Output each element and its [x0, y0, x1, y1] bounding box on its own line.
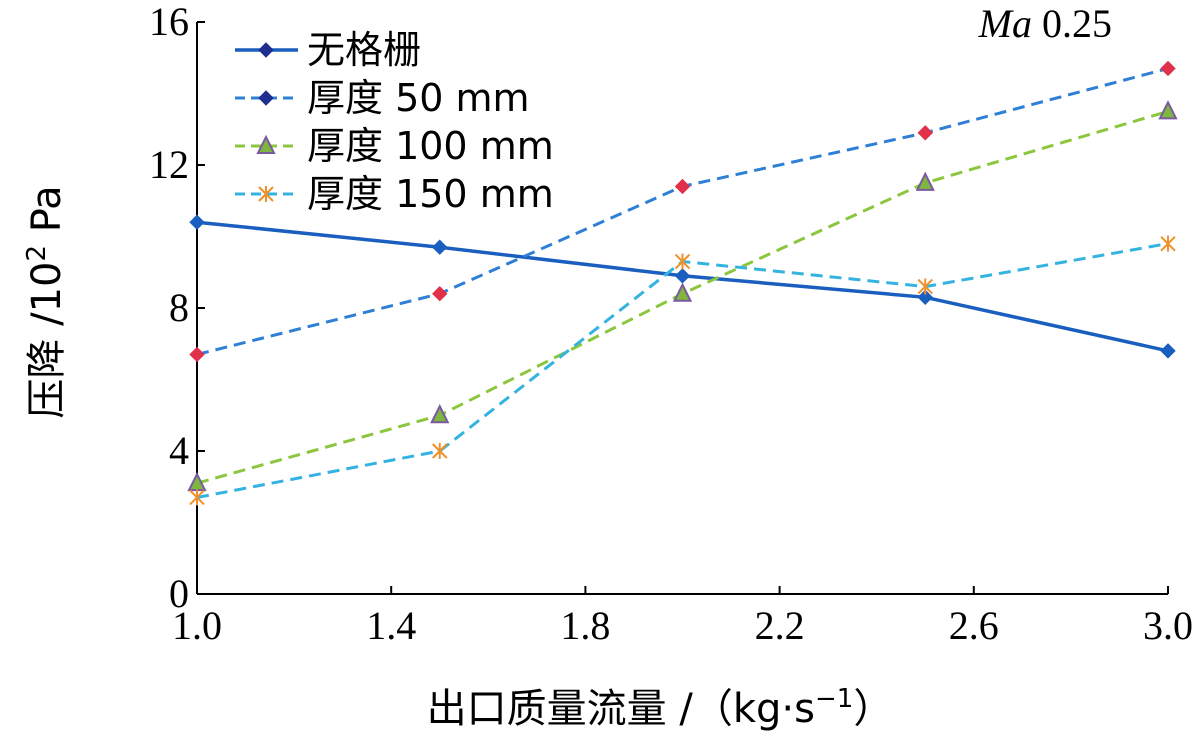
- x-tick-label: 3.0: [1143, 603, 1193, 648]
- data-point: [1160, 235, 1176, 252]
- data-point: [189, 346, 205, 363]
- data-point: [672, 282, 693, 302]
- legend-label: 厚度 150 mm: [307, 172, 554, 216]
- legend-label: 无格栅: [307, 28, 421, 72]
- legend-item: 无格栅: [235, 28, 421, 72]
- data-point: [915, 171, 935, 191]
- data-point: [432, 285, 448, 302]
- legend-item: 厚度 150 mm: [235, 172, 554, 216]
- y-tick-label: 4: [169, 428, 189, 473]
- data-point: [432, 239, 448, 255]
- x-tick-label: 1.8: [560, 603, 610, 648]
- data-point: [432, 443, 448, 459]
- legend-marker: [258, 186, 274, 202]
- data-point: [1160, 60, 1176, 77]
- x-tick-label: 1.0: [172, 603, 222, 648]
- data-point: [1160, 343, 1176, 359]
- data-point: [189, 489, 205, 506]
- y-tick-label: 8: [169, 285, 189, 330]
- data-point: [917, 278, 933, 295]
- legend-marker: [258, 90, 274, 106]
- legend-marker: [258, 42, 274, 58]
- axes: 1.0 1.4 1.8 2.2 2.6 3.0 0 4 8 12 16: [149, 0, 1193, 648]
- y-axis-title: 压降 /102 Pa: [22, 185, 70, 418]
- legend-label: 厚度 50 mm: [307, 76, 530, 120]
- data-point: [189, 214, 205, 230]
- series-3: [187, 100, 1178, 492]
- x-axis-title: 出口质量流量 /（kg·s−1）: [427, 684, 894, 732]
- series-4: [189, 235, 1176, 506]
- y-tick-label: 12: [149, 142, 189, 187]
- series-2: [189, 60, 1176, 363]
- y-tick-label: 0: [169, 571, 189, 616]
- legend-item: 厚度 100 mm: [235, 124, 554, 168]
- data-point: [917, 125, 933, 141]
- annotation: Ma 0.25: [978, 1, 1112, 46]
- data-point: [917, 289, 933, 305]
- x-tick-label: 1.4: [366, 603, 416, 648]
- data-point: [674, 178, 691, 195]
- x-tick-label: 2.6: [949, 603, 999, 648]
- data-point: [1158, 100, 1178, 120]
- legend-label: 厚度 100 mm: [307, 124, 554, 168]
- y-tick-label: 16: [149, 0, 189, 44]
- legend-marker: [256, 134, 276, 154]
- series-layer: [187, 60, 1178, 506]
- data-point: [430, 404, 450, 424]
- data-point: [674, 253, 691, 270]
- x-tick-label: 2.2: [755, 603, 805, 648]
- legend-item: 厚度 50 mm: [235, 76, 530, 120]
- data-point: [674, 268, 691, 284]
